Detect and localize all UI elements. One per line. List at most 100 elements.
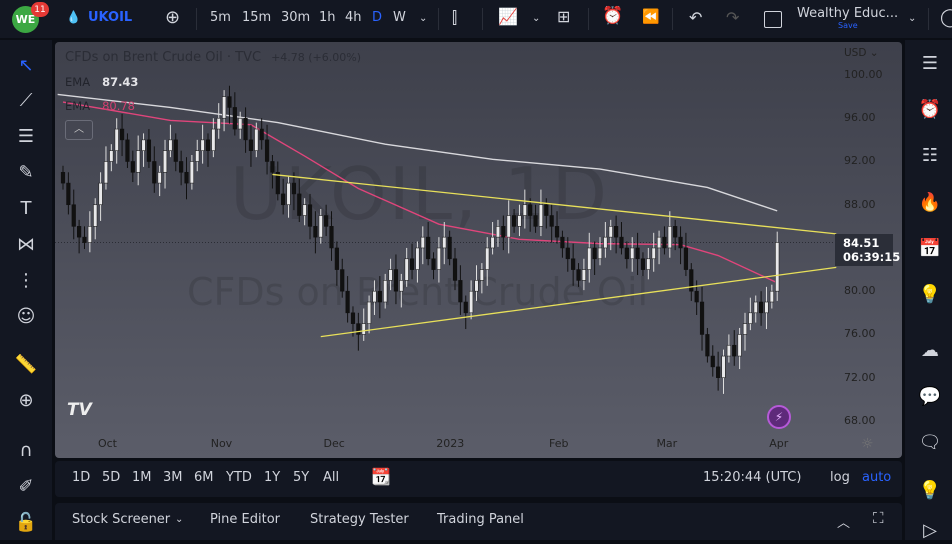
ema-legend-slow[interactable]: EMA 87.43 [65, 75, 138, 89]
lightning-event-icon[interactable]: ⚡ [767, 405, 791, 429]
replay-icon[interactable]: ⏪ [642, 9, 660, 25]
alarm-clock-icon[interactable]: ⏰ [918, 99, 942, 120]
signal-lightbulb-icon[interactable]: 💡 [918, 480, 942, 501]
interval-d[interactable]: D [372, 10, 383, 25]
stream-play-icon[interactable]: ▷ [923, 520, 937, 541]
candle-body [157, 171, 162, 184]
chats-icon[interactable]: 💬 [918, 386, 942, 407]
redo-icon[interactable]: ↷ [726, 8, 740, 27]
text-icon[interactable]: T [20, 198, 32, 219]
candle-body [361, 323, 366, 335]
log-toggle[interactable]: log [830, 470, 850, 485]
ema-legend-fast[interactable]: EMA 80.78 [65, 99, 135, 113]
range-all[interactable]: All [323, 470, 340, 485]
lock-icon[interactable]: 🔓 [14, 512, 38, 533]
layout-grid-icon[interactable]: ⊞ [557, 7, 571, 26]
emoji-icon[interactable]: ☺ [16, 306, 36, 327]
interval-w[interactable]: W [393, 10, 406, 25]
tab-strategy-tester[interactable]: Strategy Tester [310, 512, 409, 527]
fib-icon[interactable]: ☰ [17, 126, 35, 147]
indicators-icon[interactable]: 📈 [498, 7, 518, 26]
zoom-icon[interactable]: ⊕ [18, 390, 34, 411]
candle-body [447, 236, 452, 260]
chart-legend: CFDs on Brent Crude Oil · TVC +4.78 (+6.0… [65, 50, 361, 65]
sun-settings-icon[interactable]: ☼ [861, 436, 874, 452]
mind-cloud-icon[interactable]: ☁ [921, 340, 939, 361]
maximize-icon[interactable]: ⛶ [873, 509, 884, 527]
utc-clock[interactable]: 15:20:44 (UTC) [703, 470, 802, 485]
tab-trading-panel[interactable]: Trading Panel [437, 512, 524, 527]
chevron-down-icon[interactable]: ⌄ [175, 514, 184, 525]
brush-icon[interactable]: ✎ [18, 162, 34, 183]
chart-panel[interactable]: UKOIL, 1D CFDs on Brent Crude Oil CFDs o… [55, 42, 902, 458]
candle-body [565, 247, 570, 260]
cursor-icon[interactable]: ↖ [18, 55, 34, 76]
fullscreen-box-icon[interactable] [764, 11, 782, 28]
price-axis[interactable]: USD ⌄ 100.00 96.00 92.00 88.00 80.00 76.00 72.… [835, 42, 902, 458]
range-1d[interactable]: 1D [72, 470, 91, 485]
candles-icon[interactable]: ⫿ [452, 8, 458, 27]
currency-selector[interactable]: USD ⌄ [844, 47, 879, 59]
candle-body [651, 247, 656, 260]
price-tick: 68.00 [844, 413, 876, 427]
calendar-icon[interactable]: 📅 [918, 238, 942, 259]
candle-body [528, 204, 533, 216]
symbol-search[interactable]: UKOIL [88, 10, 133, 25]
watchlist-icon[interactable]: ☰ [921, 53, 939, 74]
range-ytd[interactable]: YTD [226, 470, 252, 485]
candle-body [587, 247, 592, 270]
interval-15m[interactable]: 15m [242, 10, 272, 25]
range-1m[interactable]: 1M [132, 470, 152, 485]
tab-pine-editor[interactable]: Pine Editor [210, 512, 281, 527]
candle-body [388, 269, 393, 281]
pattern-icon[interactable]: ⋈ [17, 234, 35, 255]
alert-icon[interactable]: ⏰ [602, 6, 624, 26]
goto-date-icon[interactable]: 📆 [371, 467, 391, 486]
candle-body [769, 290, 774, 303]
price-tick: 80.00 [844, 284, 876, 298]
price-chart[interactable] [55, 42, 902, 458]
save-button[interactable]: Save [838, 21, 858, 30]
range-1y[interactable]: 1Y [264, 470, 281, 485]
add-symbol-icon[interactable]: ⊕ [165, 7, 181, 28]
prediction-icon[interactable]: ⋮ [17, 270, 35, 291]
range-6m[interactable]: 6M [194, 470, 214, 485]
layout-name[interactable]: Wealthy Educ... [797, 6, 899, 21]
interval-4h[interactable]: 4h [345, 10, 362, 25]
candle-body [114, 128, 119, 151]
undo-icon[interactable]: ↶ [689, 8, 703, 27]
ruler-icon[interactable]: 📏 [14, 354, 38, 375]
messages-icon[interactable]: 🗨 [918, 432, 942, 453]
lock-drawings-icon[interactable]: ✐ [18, 476, 34, 497]
candle-body [259, 128, 264, 141]
interval-5m[interactable]: 5m [210, 10, 231, 25]
settings-icon[interactable]: ◯ [940, 7, 952, 28]
chevron-up-icon[interactable]: ︿ [837, 516, 851, 531]
range-5y[interactable]: 5Y [293, 470, 310, 485]
chevron-down-icon[interactable]: ⌄ [908, 13, 917, 24]
chevron-down-icon[interactable]: ⌄ [419, 13, 428, 24]
candle-body [431, 258, 436, 270]
ideas-lightbulb-icon[interactable]: 💡 [918, 284, 942, 305]
candle-body [522, 204, 527, 216]
candle-body [479, 269, 484, 281]
price-change: +4.78 (+6.00%) [271, 51, 362, 64]
hotlist-flame-icon[interactable]: 🔥 [918, 192, 942, 213]
candle-body [146, 139, 152, 162]
tab-stock-screener[interactable]: Stock Screener [72, 512, 171, 527]
candle-body [119, 128, 125, 141]
chevron-down-icon[interactable]: ⌄ [532, 13, 541, 24]
candle-body [506, 215, 511, 238]
collapse-legend-button[interactable]: ︿ [65, 120, 93, 140]
candle-body [689, 269, 694, 292]
interval-1h[interactable]: 1h [319, 10, 336, 25]
range-3m[interactable]: 3M [163, 470, 183, 485]
range-5d[interactable]: 5D [102, 470, 121, 485]
auto-toggle[interactable]: auto [862, 470, 892, 485]
magnet-icon[interactable]: ∩ [19, 440, 33, 461]
interval-30m[interactable]: 30m [281, 10, 311, 25]
candle-body [248, 139, 254, 151]
trendline-icon[interactable]: ⟋ [19, 90, 33, 111]
add-list-icon[interactable]: ☷ [921, 145, 939, 166]
candle-body [211, 128, 216, 151]
